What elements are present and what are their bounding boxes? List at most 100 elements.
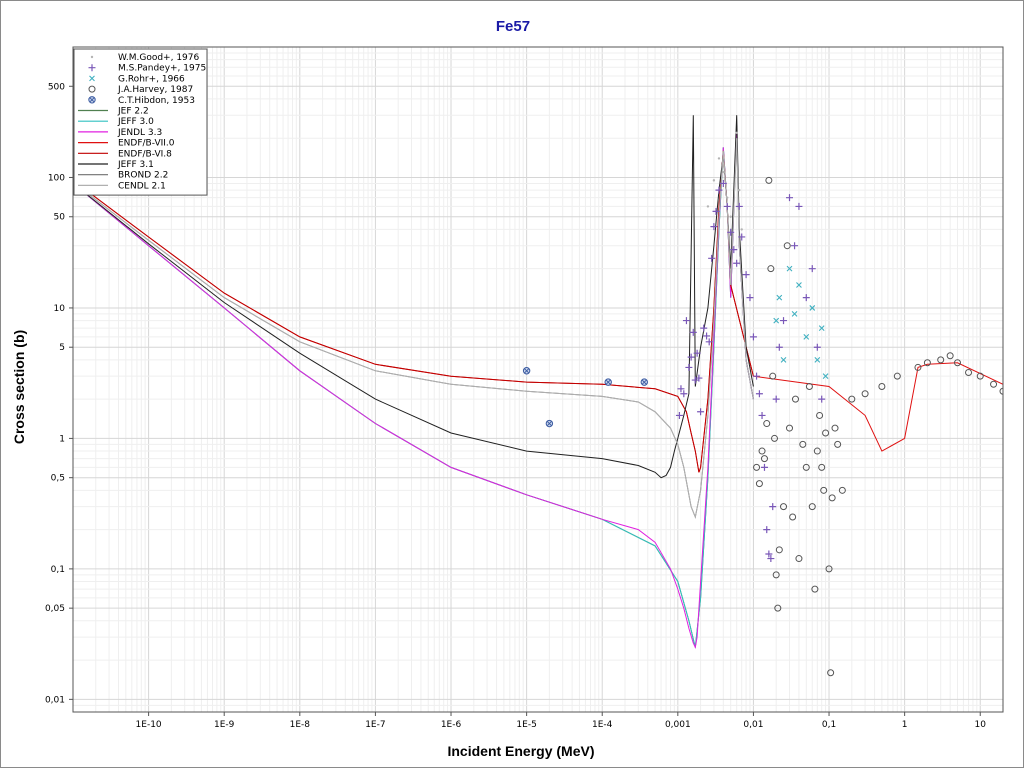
legend-item: BROND 2.2 <box>78 171 168 181</box>
data-point-g-rohr-1966 <box>791 311 798 317</box>
legend-item: JEFF 3.0 <box>78 117 154 127</box>
legend-label: CENDL 2.1 <box>118 181 166 191</box>
data-point-j-a-harvey-1987 <box>953 359 961 367</box>
data-point-w-m-good-1976 <box>738 188 741 192</box>
data-point-w-m-good-1976 <box>722 170 725 174</box>
data-point-m-s-pandey-1975 <box>802 294 810 302</box>
legend-label: JEFF 3.1 <box>117 160 154 170</box>
data-point-j-a-harvey-1987 <box>946 352 954 360</box>
data-point-g-rohr-1966 <box>809 305 816 311</box>
data-point-m-s-pandey-1975 <box>746 294 754 302</box>
data-point-j-a-harvey-1987 <box>758 447 766 455</box>
data-point-j-a-harvey-1987 <box>765 176 773 184</box>
y-tick-label: 50 <box>54 213 66 223</box>
data-point-c-t-hibdon-1953 <box>522 367 531 375</box>
x-tick-label: 10 <box>975 720 987 730</box>
data-point-j-a-harvey-1987 <box>937 356 945 364</box>
data-point-w-m-good-1976 <box>712 179 716 182</box>
legend-item: W.M.Good+, 1976 <box>90 53 199 63</box>
y-tick-label: 0,01 <box>45 695 65 705</box>
y-tick-label: 500 <box>48 82 65 92</box>
x-tick-label: 1E-8 <box>290 720 311 730</box>
data-point-j-a-harvey-1987 <box>822 429 830 437</box>
data-point-j-a-harvey-1987 <box>783 242 791 250</box>
y-tick-label: 5 <box>59 343 65 353</box>
plot-border <box>72 46 1004 713</box>
legend-box <box>73 48 208 196</box>
data-point-j-a-harvey-1987 <box>813 447 821 455</box>
data-point-j-a-harvey-1987 <box>923 359 931 367</box>
data-point-j-a-harvey-1987 <box>861 390 869 398</box>
data-point-w-m-good-1976 <box>706 205 710 208</box>
data-point-j-a-harvey-1987 <box>769 372 777 380</box>
data-point-m-s-pandey-1975 <box>703 332 711 340</box>
data-point-m-s-pandey-1975 <box>697 408 705 416</box>
legend-item: C.T.Hibdon, 1953 <box>88 96 195 106</box>
data-point-m-s-pandey-1975 <box>742 271 750 279</box>
data-point-m-s-pandey-1975 <box>689 328 697 336</box>
data-point-j-a-harvey-1987 <box>811 585 819 593</box>
data-point-j-a-harvey-1987 <box>755 480 763 488</box>
x-tick-label: 1E-10 <box>136 720 162 730</box>
data-point-j-a-harvey-1987 <box>878 382 886 390</box>
data-point-w-m-good-1976 <box>726 196 729 199</box>
data-point-m-s-pandey-1975 <box>738 233 746 241</box>
data-point-m-s-pandey-1975 <box>765 550 773 558</box>
data-point-m-s-pandey-1975 <box>786 194 794 202</box>
data-point-g-rohr-1966 <box>818 325 825 332</box>
data-point-j-a-harvey-1987 <box>976 372 984 380</box>
legend-item: J.A.Harvey, 1987 <box>88 85 193 95</box>
data-point-m-s-pandey-1975 <box>753 372 761 380</box>
series-markers-g-rohr-1966 <box>773 265 829 380</box>
x-tick-label: 1 <box>902 720 908 730</box>
data-point-j-a-harvey-1987 <box>791 395 799 403</box>
legend-item: M.S.Pandey+, 1975 <box>88 64 206 74</box>
x-tick-label: 1E-5 <box>516 720 536 730</box>
data-point-w-m-good-1976 <box>729 215 732 218</box>
data-point-j-a-harvey-1987 <box>760 455 768 463</box>
data-point-m-s-pandey-1975 <box>772 395 780 403</box>
y-tick-label: 0,05 <box>45 604 65 614</box>
data-point-m-s-pandey-1975 <box>685 363 693 371</box>
legend-item: CENDL 2.1 <box>78 181 166 191</box>
y-tick-label: 0,5 <box>51 474 65 484</box>
y-axis-label: Cross section (b) <box>11 330 27 444</box>
data-point-m-s-pandey-1975 <box>769 503 777 511</box>
legend-label: G.Rohr+, 1966 <box>118 74 185 84</box>
data-point-j-a-harvey-1987 <box>820 486 828 494</box>
series-markers-w-m-good-1976 <box>706 131 743 231</box>
data-point-j-a-harvey-1987 <box>771 434 779 442</box>
data-point-m-s-pandey-1975 <box>780 317 788 325</box>
data-point-m-s-pandey-1975 <box>677 385 685 393</box>
legend-item: G.Rohr+, 1966 <box>89 74 185 84</box>
data-point-w-m-good-1976 <box>735 131 738 134</box>
data-point-j-a-harvey-1987 <box>799 440 807 448</box>
data-point-m-s-pandey-1975 <box>695 374 703 382</box>
data-point-j-a-harvey-1987 <box>808 503 816 511</box>
y-tick-label: 10 <box>54 304 66 314</box>
data-point-j-a-harvey-1987 <box>786 424 794 432</box>
plot-area <box>73 47 1003 712</box>
data-point-j-a-harvey-1987 <box>831 424 839 432</box>
data-point-m-s-pandey-1975 <box>733 259 741 267</box>
data-point-m-s-pandey-1975 <box>723 202 731 210</box>
data-point-j-a-harvey-1987 <box>834 440 842 448</box>
data-point-j-a-harvey-1987 <box>893 372 901 380</box>
data-point-m-s-pandey-1975 <box>758 411 766 419</box>
x-tick-label: 0,001 <box>665 720 691 730</box>
data-point-j-a-harvey-1987 <box>789 513 797 521</box>
data-point-c-t-hibdon-1953 <box>604 378 612 386</box>
data-point-m-s-pandey-1975 <box>730 246 738 254</box>
data-point-g-rohr-1966 <box>780 356 787 363</box>
series-line-cendl-2-1 <box>73 138 754 519</box>
data-point-m-s-pandey-1975 <box>749 333 757 341</box>
series-clip <box>73 115 1003 677</box>
legend-item: JEF 2.2 <box>78 107 149 117</box>
legend-label: JEFF 3.0 <box>117 117 154 127</box>
data-point-m-s-pandey-1975 <box>763 526 771 534</box>
y-tick-label: 1 <box>59 434 65 444</box>
x-tick-label: 1E-4 <box>592 720 613 730</box>
data-point-m-s-pandey-1975 <box>675 411 683 419</box>
data-point-m-s-pandey-1975 <box>808 265 816 273</box>
x-tick-label: 0,1 <box>822 720 836 730</box>
